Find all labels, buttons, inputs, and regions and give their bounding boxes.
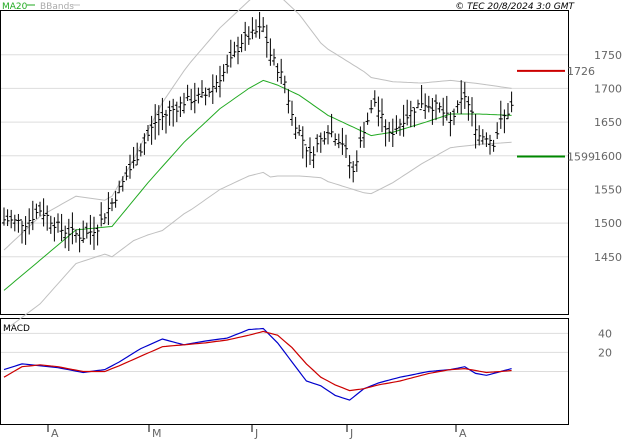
legend-bbands: BBands: [40, 2, 74, 12]
price-panel-frame: [0, 10, 569, 315]
price-tick-label: 1750: [594, 49, 622, 62]
price-levels: 1726 1599: [517, 65, 595, 163]
macd-panel-frame: [0, 318, 569, 425]
price-axis-ticks: 1450 1500 1550 1600 1650 1700 1750: [594, 49, 622, 264]
macd-series-line: [3, 330, 512, 392]
upper-band: [3, 0, 512, 251]
macd-tick-label: 20: [598, 346, 612, 359]
macd-series-line: [3, 327, 512, 401]
bollinger-bands: [3, 0, 512, 332]
macd-tick-label: 40: [598, 327, 612, 340]
level-label: 1726: [567, 65, 595, 78]
macd-lines: [3, 327, 512, 401]
ma20-path: [3, 79, 512, 291]
price-tick-label: 1700: [594, 82, 622, 95]
legend-ma20: MA20: [2, 2, 28, 12]
price-tick-label: 1500: [594, 217, 622, 230]
ma20-line: [3, 79, 512, 291]
level-label: 1599: [567, 150, 595, 163]
price-bars: [2, 11, 514, 253]
x-tick-label: J: [349, 427, 353, 440]
price-tick-label: 1550: [594, 183, 622, 196]
x-tick-label: A: [51, 427, 59, 440]
x-tick-label: A: [459, 427, 467, 440]
lower-band: [3, 141, 512, 332]
source-stamp: © TEC 20/8/2024 3:0 GMT: [455, 2, 575, 12]
macd-title: MACD: [3, 324, 30, 334]
price-tick-label: 1450: [594, 251, 622, 264]
x-tick-label: J: [254, 427, 258, 440]
price-tick-label: 1600: [594, 150, 622, 163]
price-tick-label: 1650: [594, 116, 622, 129]
price-gridlines: [1, 54, 568, 258]
x-tick-label: M: [152, 427, 162, 440]
